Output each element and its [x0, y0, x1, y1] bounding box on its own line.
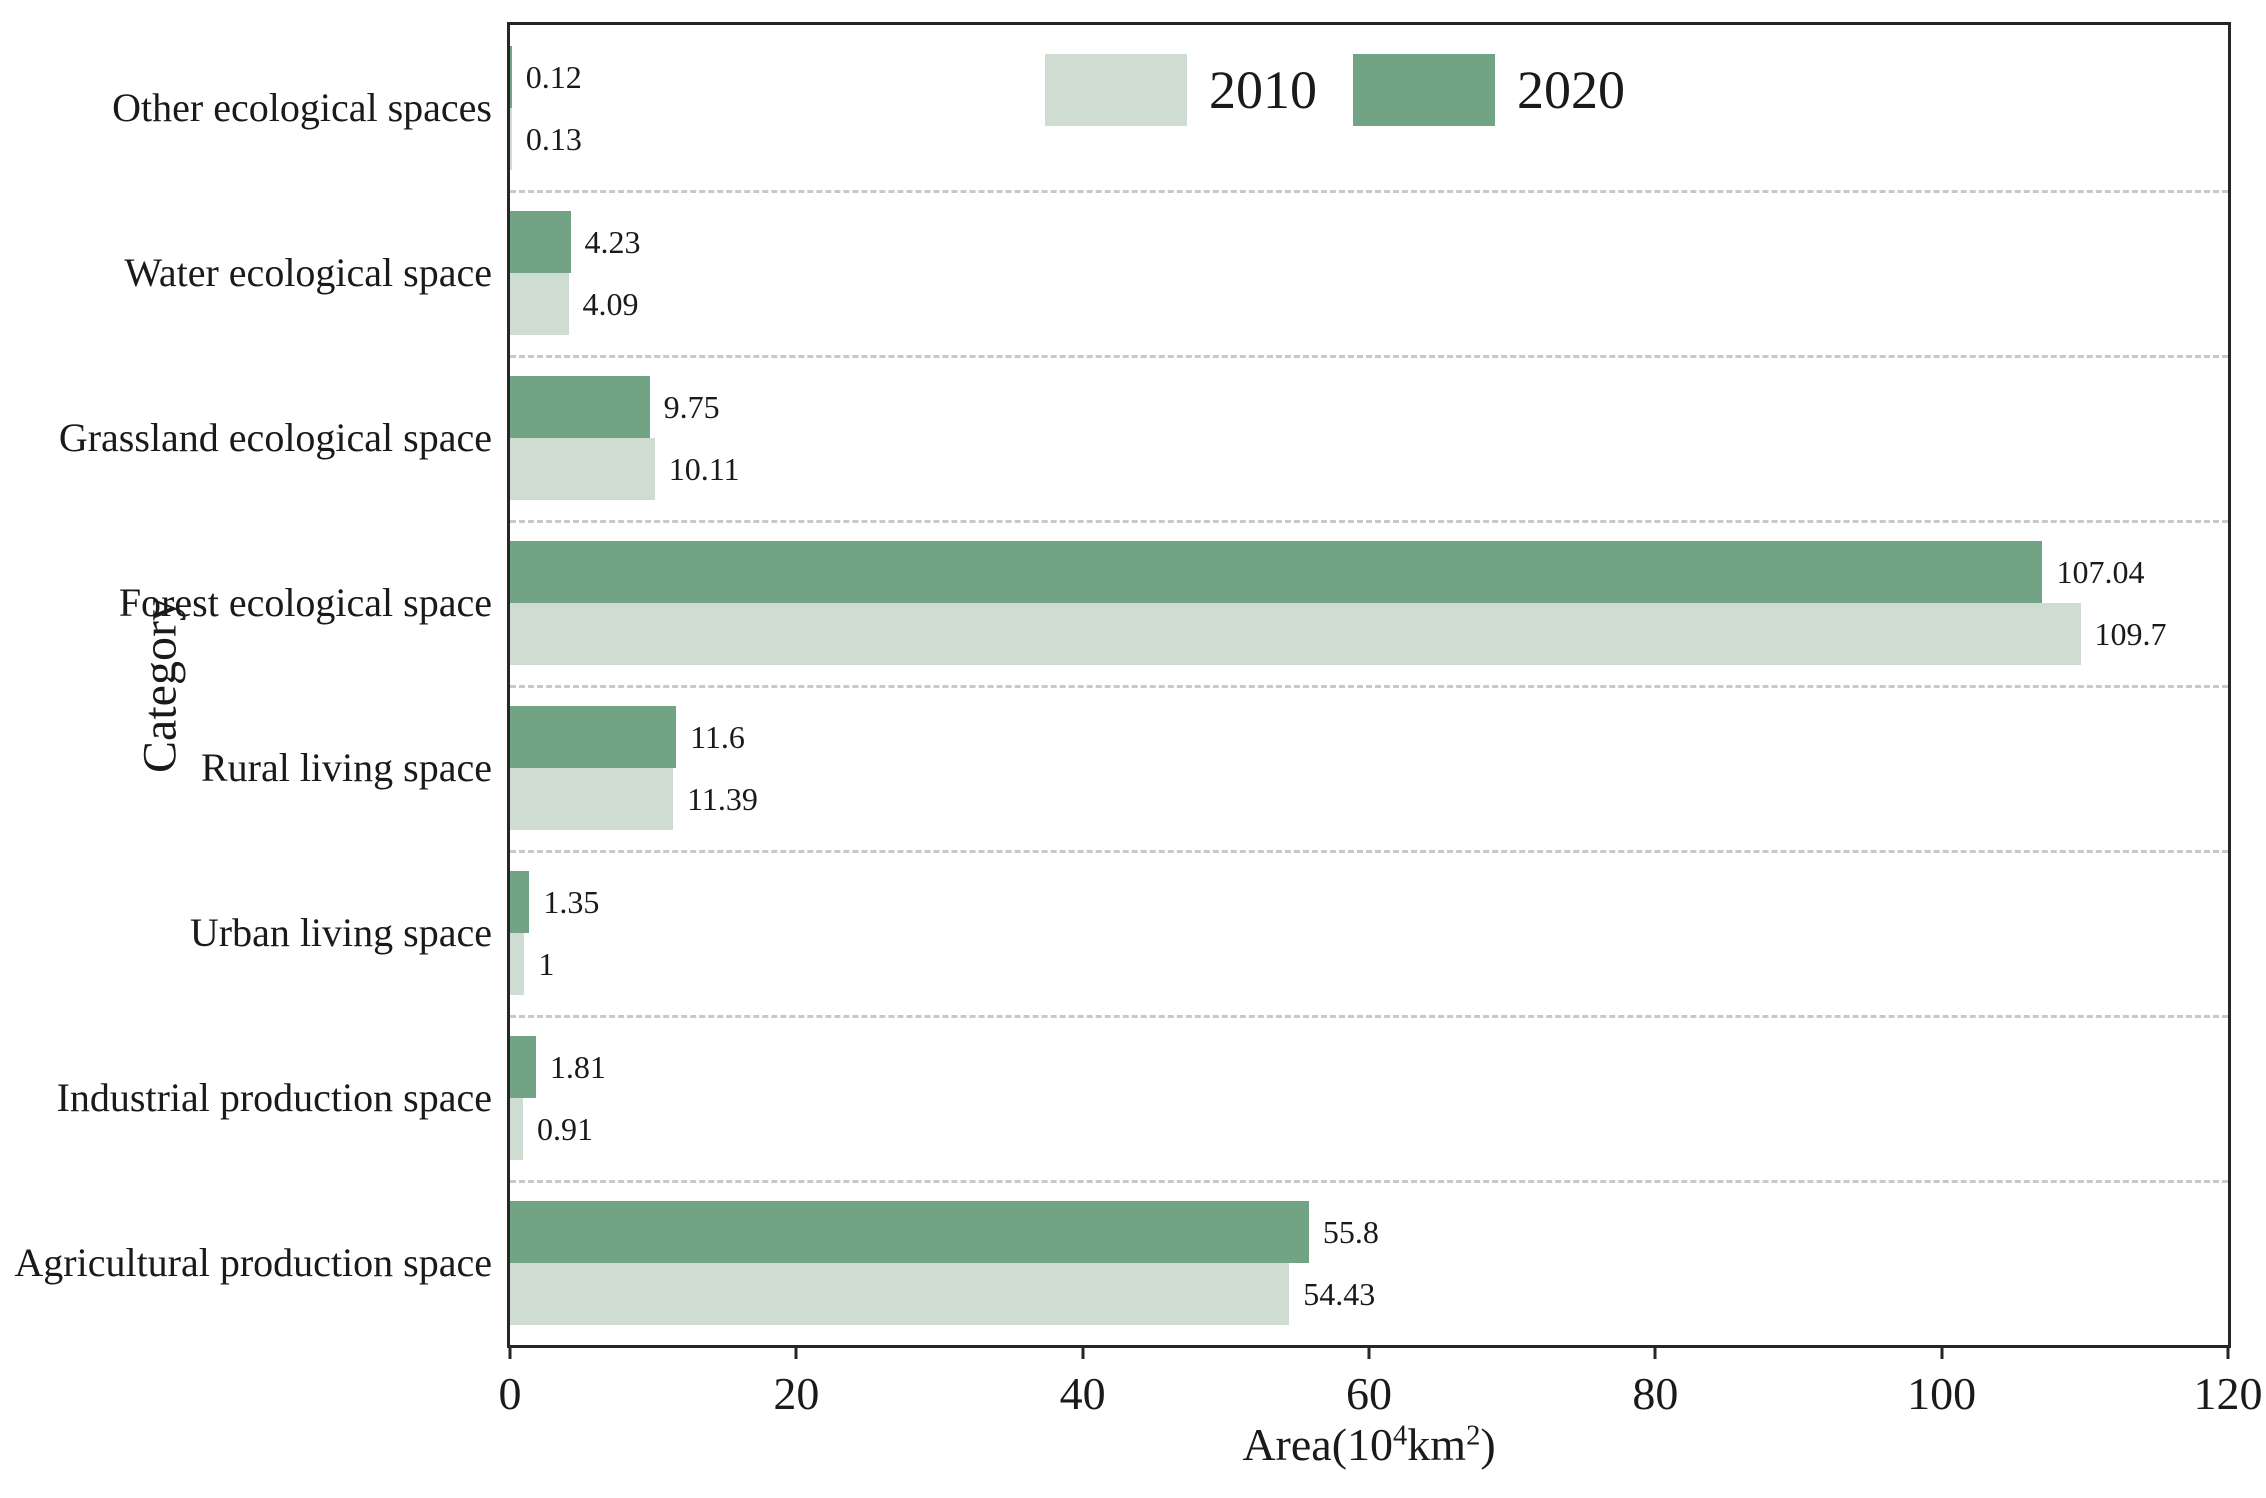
x-tick-80 [1653, 1345, 1657, 1359]
x-axis-title-unit: km [1407, 1419, 1467, 1470]
category-label-water-ecological-space: Water ecological space [124, 250, 492, 295]
bar-2010-agricultural-production-space [510, 1262, 1290, 1325]
bar-2020-urban-living-space [510, 870, 530, 933]
x-tick-label-120: 120 [2193, 1368, 2263, 1419]
bar-value-2020-water-ecological-space: 4.23 [584, 223, 641, 260]
bar-2020-forest-ecological-space [510, 540, 2043, 603]
category-label-forest-ecological-space: Forest ecological space [118, 580, 492, 625]
bar-2010-rural-living-space [510, 767, 674, 830]
separator-line [510, 1180, 2228, 1183]
x-tick-60 [1367, 1345, 1371, 1359]
x-tick-40 [1081, 1345, 1085, 1359]
legend-label-2020: 2020 [1517, 60, 1625, 120]
bar-2010-forest-ecological-space [510, 602, 2081, 665]
x-tick-label-0: 0 [498, 1368, 522, 1419]
bar-2020-grassland-ecological-space [510, 375, 650, 438]
bar-value-2010-agricultural-production-space: 54.43 [1303, 1275, 1376, 1312]
x-tick-label-60: 60 [1346, 1368, 1392, 1419]
separator-line [510, 355, 2228, 358]
separator-line [510, 850, 2228, 853]
x-tick-label-80: 80 [1632, 1368, 1679, 1419]
category-label-urban-living-space: Urban living space [189, 910, 492, 955]
bar-value-2010-water-ecological-space: 4.09 [582, 285, 639, 322]
category-label-other-ecological-spaces: Other ecological spaces [112, 85, 492, 130]
x-axis-title-sup4: 4 [1393, 1420, 1408, 1452]
bar-value-2010-grassland-ecological-space: 10.11 [668, 450, 740, 487]
bar-2020-industrial-production-space [510, 1035, 536, 1098]
x-axis-title: Area(104km2) [510, 1418, 2228, 1471]
bar-value-2020-other-ecological-spaces: 0.12 [525, 58, 582, 95]
separator-line [510, 1015, 2228, 1018]
bar-2010-water-ecological-space [510, 272, 569, 335]
bar-2010-industrial-production-space [510, 1097, 524, 1160]
bar-value-2010-industrial-production-space: 0.91 [537, 1110, 594, 1147]
bar-value-2010-other-ecological-spaces: 0.13 [525, 120, 582, 157]
x-axis-title-text: Area(10 [1242, 1419, 1394, 1470]
separator-line [510, 685, 2228, 688]
bar-2010-other-ecological-spaces [510, 107, 512, 170]
x-axis-title-sup2: 2 [1466, 1420, 1481, 1452]
bar-value-2020-grassland-ecological-space: 9.75 [663, 388, 720, 425]
bar-value-2010-urban-living-space: 1 [538, 945, 555, 982]
bar-2020-rural-living-space [510, 705, 677, 768]
x-tick-120 [2226, 1345, 2230, 1359]
x-axis-title-close: ) [1480, 1419, 1496, 1470]
separator-line [510, 520, 2228, 523]
legend-swatch-2020 [1353, 54, 1495, 126]
legend-swatch-2010 [1045, 54, 1187, 126]
bar-value-2010-forest-ecological-space: 109.7 [2094, 615, 2167, 652]
bar-value-2020-urban-living-space: 1.35 [543, 883, 600, 920]
x-tick-100 [1940, 1345, 1944, 1359]
bar-2020-water-ecological-space [510, 210, 571, 273]
x-tick-label-40: 40 [1059, 1368, 1106, 1419]
category-label-rural-living-space: Rural living space [200, 745, 492, 790]
plot-area: 0.12 0.13 4.23 4.09 9.75 10.11 107.04 109.7 11.6… [507, 22, 2231, 1348]
x-tick-0 [508, 1345, 512, 1359]
category-label-agricultural-production-space: Agricultural production space [14, 1240, 492, 1285]
bar-2020-other-ecological-spaces [510, 45, 512, 108]
bar-2010-grassland-ecological-space [510, 437, 655, 500]
category-labels: Other ecological spaces Water ecological … [0, 25, 492, 1345]
x-axis-ticks: 0 20 40 60 80 100 120 [499, 1345, 2263, 1419]
separator-line [510, 190, 2228, 193]
bar-2010-urban-living-space [510, 932, 525, 995]
bar-value-2020-forest-ecological-space: 107.04 [2056, 553, 2145, 590]
category-label-grassland-ecological-space: Grassland ecological space [58, 415, 492, 460]
x-tick-label-20: 20 [773, 1368, 820, 1419]
bar-value-2020-agricultural-production-space: 55.8 [1322, 1213, 1379, 1250]
bar-value-2010-rural-living-space: 11.39 [687, 780, 758, 817]
legend-label-2010: 2010 [1209, 60, 1317, 120]
bar-value-2020-industrial-production-space: 1.81 [549, 1048, 606, 1085]
category-label-industrial-production-space: Industrial production space [56, 1075, 492, 1120]
bar-value-2020-rural-living-space: 11.6 [690, 718, 745, 755]
legend: 2010 2020 [1045, 53, 1625, 127]
bar-2020-agricultural-production-space [510, 1200, 1309, 1263]
x-tick-label-100: 100 [1907, 1368, 1977, 1419]
x-tick-20 [794, 1345, 798, 1359]
